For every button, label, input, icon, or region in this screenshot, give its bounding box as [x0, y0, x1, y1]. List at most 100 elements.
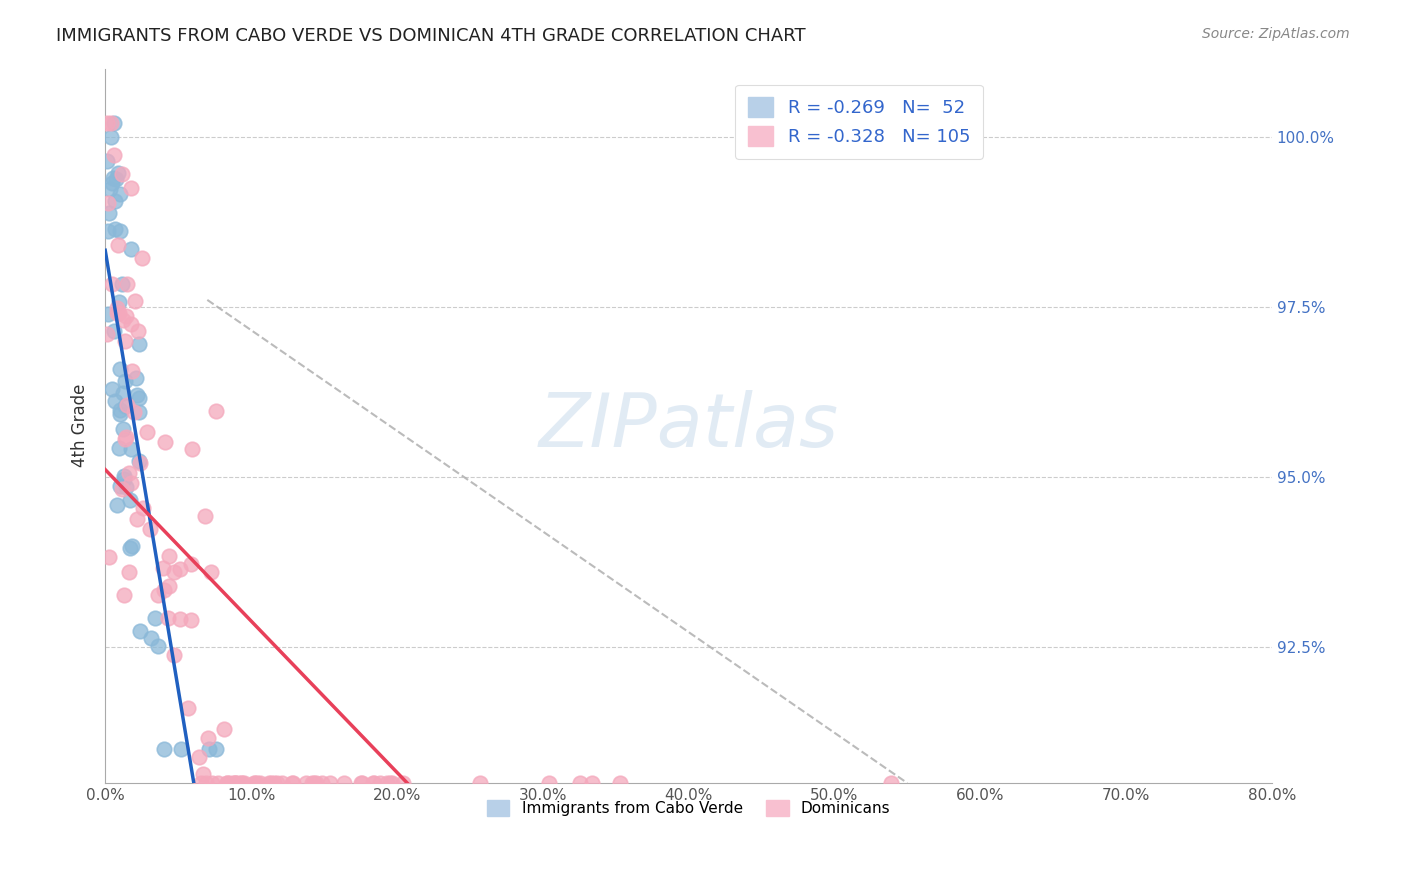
Point — [375, 776, 398, 790]
Point — [127, 324, 149, 338]
Point — [295, 776, 318, 790]
Point — [115, 309, 138, 323]
Point — [139, 522, 162, 536]
Point — [100, 277, 122, 292]
Point — [197, 731, 219, 745]
Point — [198, 742, 221, 756]
Point — [114, 334, 136, 348]
Point — [128, 337, 150, 351]
Point — [243, 776, 266, 790]
Point — [224, 776, 246, 790]
Point — [349, 776, 371, 790]
Point — [224, 776, 246, 790]
Point — [107, 238, 129, 252]
Point — [361, 776, 384, 790]
Point — [125, 512, 148, 526]
Point — [226, 776, 249, 790]
Text: Source: ZipAtlas.com: Source: ZipAtlas.com — [1202, 27, 1350, 41]
Point — [180, 558, 202, 572]
Point — [609, 776, 631, 790]
Point — [131, 252, 153, 266]
Point — [108, 478, 131, 492]
Y-axis label: 4th Grade: 4th Grade — [72, 384, 89, 467]
Point — [305, 776, 328, 790]
Point — [108, 442, 131, 456]
Point — [107, 305, 129, 319]
Point — [101, 383, 124, 397]
Point — [111, 386, 134, 401]
Point — [191, 766, 214, 780]
Point — [195, 776, 218, 790]
Point — [271, 776, 294, 790]
Point — [110, 407, 132, 421]
Point — [363, 776, 385, 790]
Point — [122, 405, 145, 419]
Point — [111, 168, 134, 182]
Point — [187, 750, 209, 764]
Point — [205, 404, 228, 418]
Point — [108, 186, 131, 201]
Point — [105, 171, 128, 186]
Point — [169, 562, 191, 576]
Point — [96, 327, 118, 342]
Point — [115, 277, 138, 291]
Point — [111, 482, 134, 496]
Point — [243, 776, 266, 790]
Point — [205, 742, 228, 756]
Point — [194, 509, 217, 524]
Point — [97, 206, 120, 220]
Point — [118, 492, 141, 507]
Point — [96, 116, 118, 130]
Point — [880, 776, 903, 790]
Point — [246, 776, 269, 790]
Point — [97, 224, 120, 238]
Point — [105, 301, 128, 315]
Legend: Immigrants from Cabo Verde, Dominicans: Immigrants from Cabo Verde, Dominicans — [478, 791, 900, 825]
Point — [200, 565, 222, 579]
Point — [263, 776, 285, 790]
Point — [378, 776, 401, 790]
Point — [207, 776, 229, 790]
Point — [215, 776, 238, 790]
Point — [117, 466, 139, 480]
Point — [301, 776, 323, 790]
Point — [101, 177, 124, 191]
Point — [391, 776, 413, 790]
Point — [368, 776, 391, 790]
Point — [157, 578, 180, 592]
Point — [129, 624, 152, 638]
Point — [153, 742, 176, 756]
Point — [581, 776, 603, 790]
Point — [104, 194, 127, 208]
Point — [124, 371, 146, 385]
Point — [111, 277, 134, 291]
Point — [260, 776, 283, 790]
Point — [468, 776, 491, 790]
Point — [125, 387, 148, 401]
Point — [152, 561, 174, 575]
Point — [118, 566, 141, 580]
Point — [569, 776, 592, 790]
Point — [97, 550, 120, 565]
Point — [96, 154, 118, 169]
Point — [120, 242, 142, 256]
Point — [249, 776, 271, 790]
Point — [112, 422, 135, 436]
Point — [163, 565, 186, 579]
Point — [100, 130, 122, 145]
Point — [108, 403, 131, 417]
Point — [114, 375, 136, 389]
Point — [224, 776, 246, 790]
Point — [141, 631, 163, 645]
Point — [104, 394, 127, 409]
Text: ZIPatlas: ZIPatlas — [538, 390, 838, 462]
Point — [100, 116, 122, 130]
Point — [115, 480, 138, 494]
Point — [266, 776, 288, 790]
Point — [157, 610, 180, 624]
Point — [177, 700, 200, 714]
Point — [112, 588, 135, 602]
Point — [143, 611, 166, 625]
Point — [115, 429, 138, 443]
Point — [114, 432, 136, 446]
